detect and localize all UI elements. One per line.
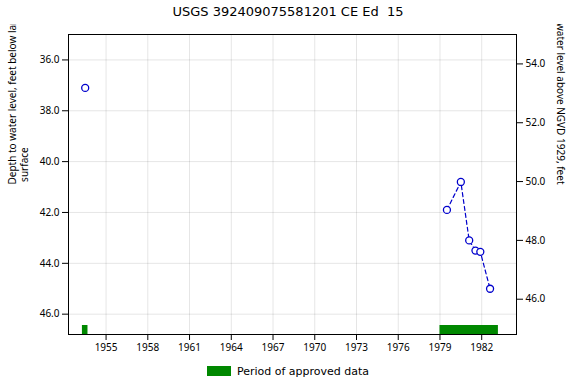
svg-text:36.0: 36.0 xyxy=(40,52,60,66)
svg-text:1967: 1967 xyxy=(262,340,285,354)
svg-text:1955: 1955 xyxy=(95,340,118,354)
svg-text:46.0: 46.0 xyxy=(526,291,546,305)
svg-text:40.0: 40.0 xyxy=(40,154,60,168)
svg-text:46.0: 46.0 xyxy=(40,306,60,320)
svg-text:1958: 1958 xyxy=(136,340,159,354)
svg-text:Depth to water level, feet bel: Depth to water level, feet below land su… xyxy=(5,24,31,185)
svg-text:1961: 1961 xyxy=(178,340,201,354)
svg-text:38.0: 38.0 xyxy=(40,103,60,117)
svg-text:1973: 1973 xyxy=(345,340,368,354)
html-text:Period of approved data: Period of approved data xyxy=(236,364,370,378)
html-text:USGS 392409075581201 CE Ed 15: USGS 392409075581201 CE Ed 15 xyxy=(172,4,404,19)
svg-text:1964: 1964 xyxy=(220,340,243,354)
svg-text:1979: 1979 xyxy=(429,340,452,354)
svg-text:44.0: 44.0 xyxy=(40,256,60,270)
svg-text:48.0: 48.0 xyxy=(526,233,546,247)
svg-text:1982: 1982 xyxy=(470,340,493,354)
svg-text:52.0: 52.0 xyxy=(526,115,546,129)
svg-text:50.0: 50.0 xyxy=(526,174,546,188)
svg-text:54.0: 54.0 xyxy=(526,56,546,70)
svg-text:1976: 1976 xyxy=(387,340,410,354)
svg-text:1970: 1970 xyxy=(303,340,326,354)
svg-text:42.0: 42.0 xyxy=(40,205,60,219)
svg-text:Groundwater level above NGVD 1: Groundwater level above NGVD 1929, feet xyxy=(554,24,568,185)
